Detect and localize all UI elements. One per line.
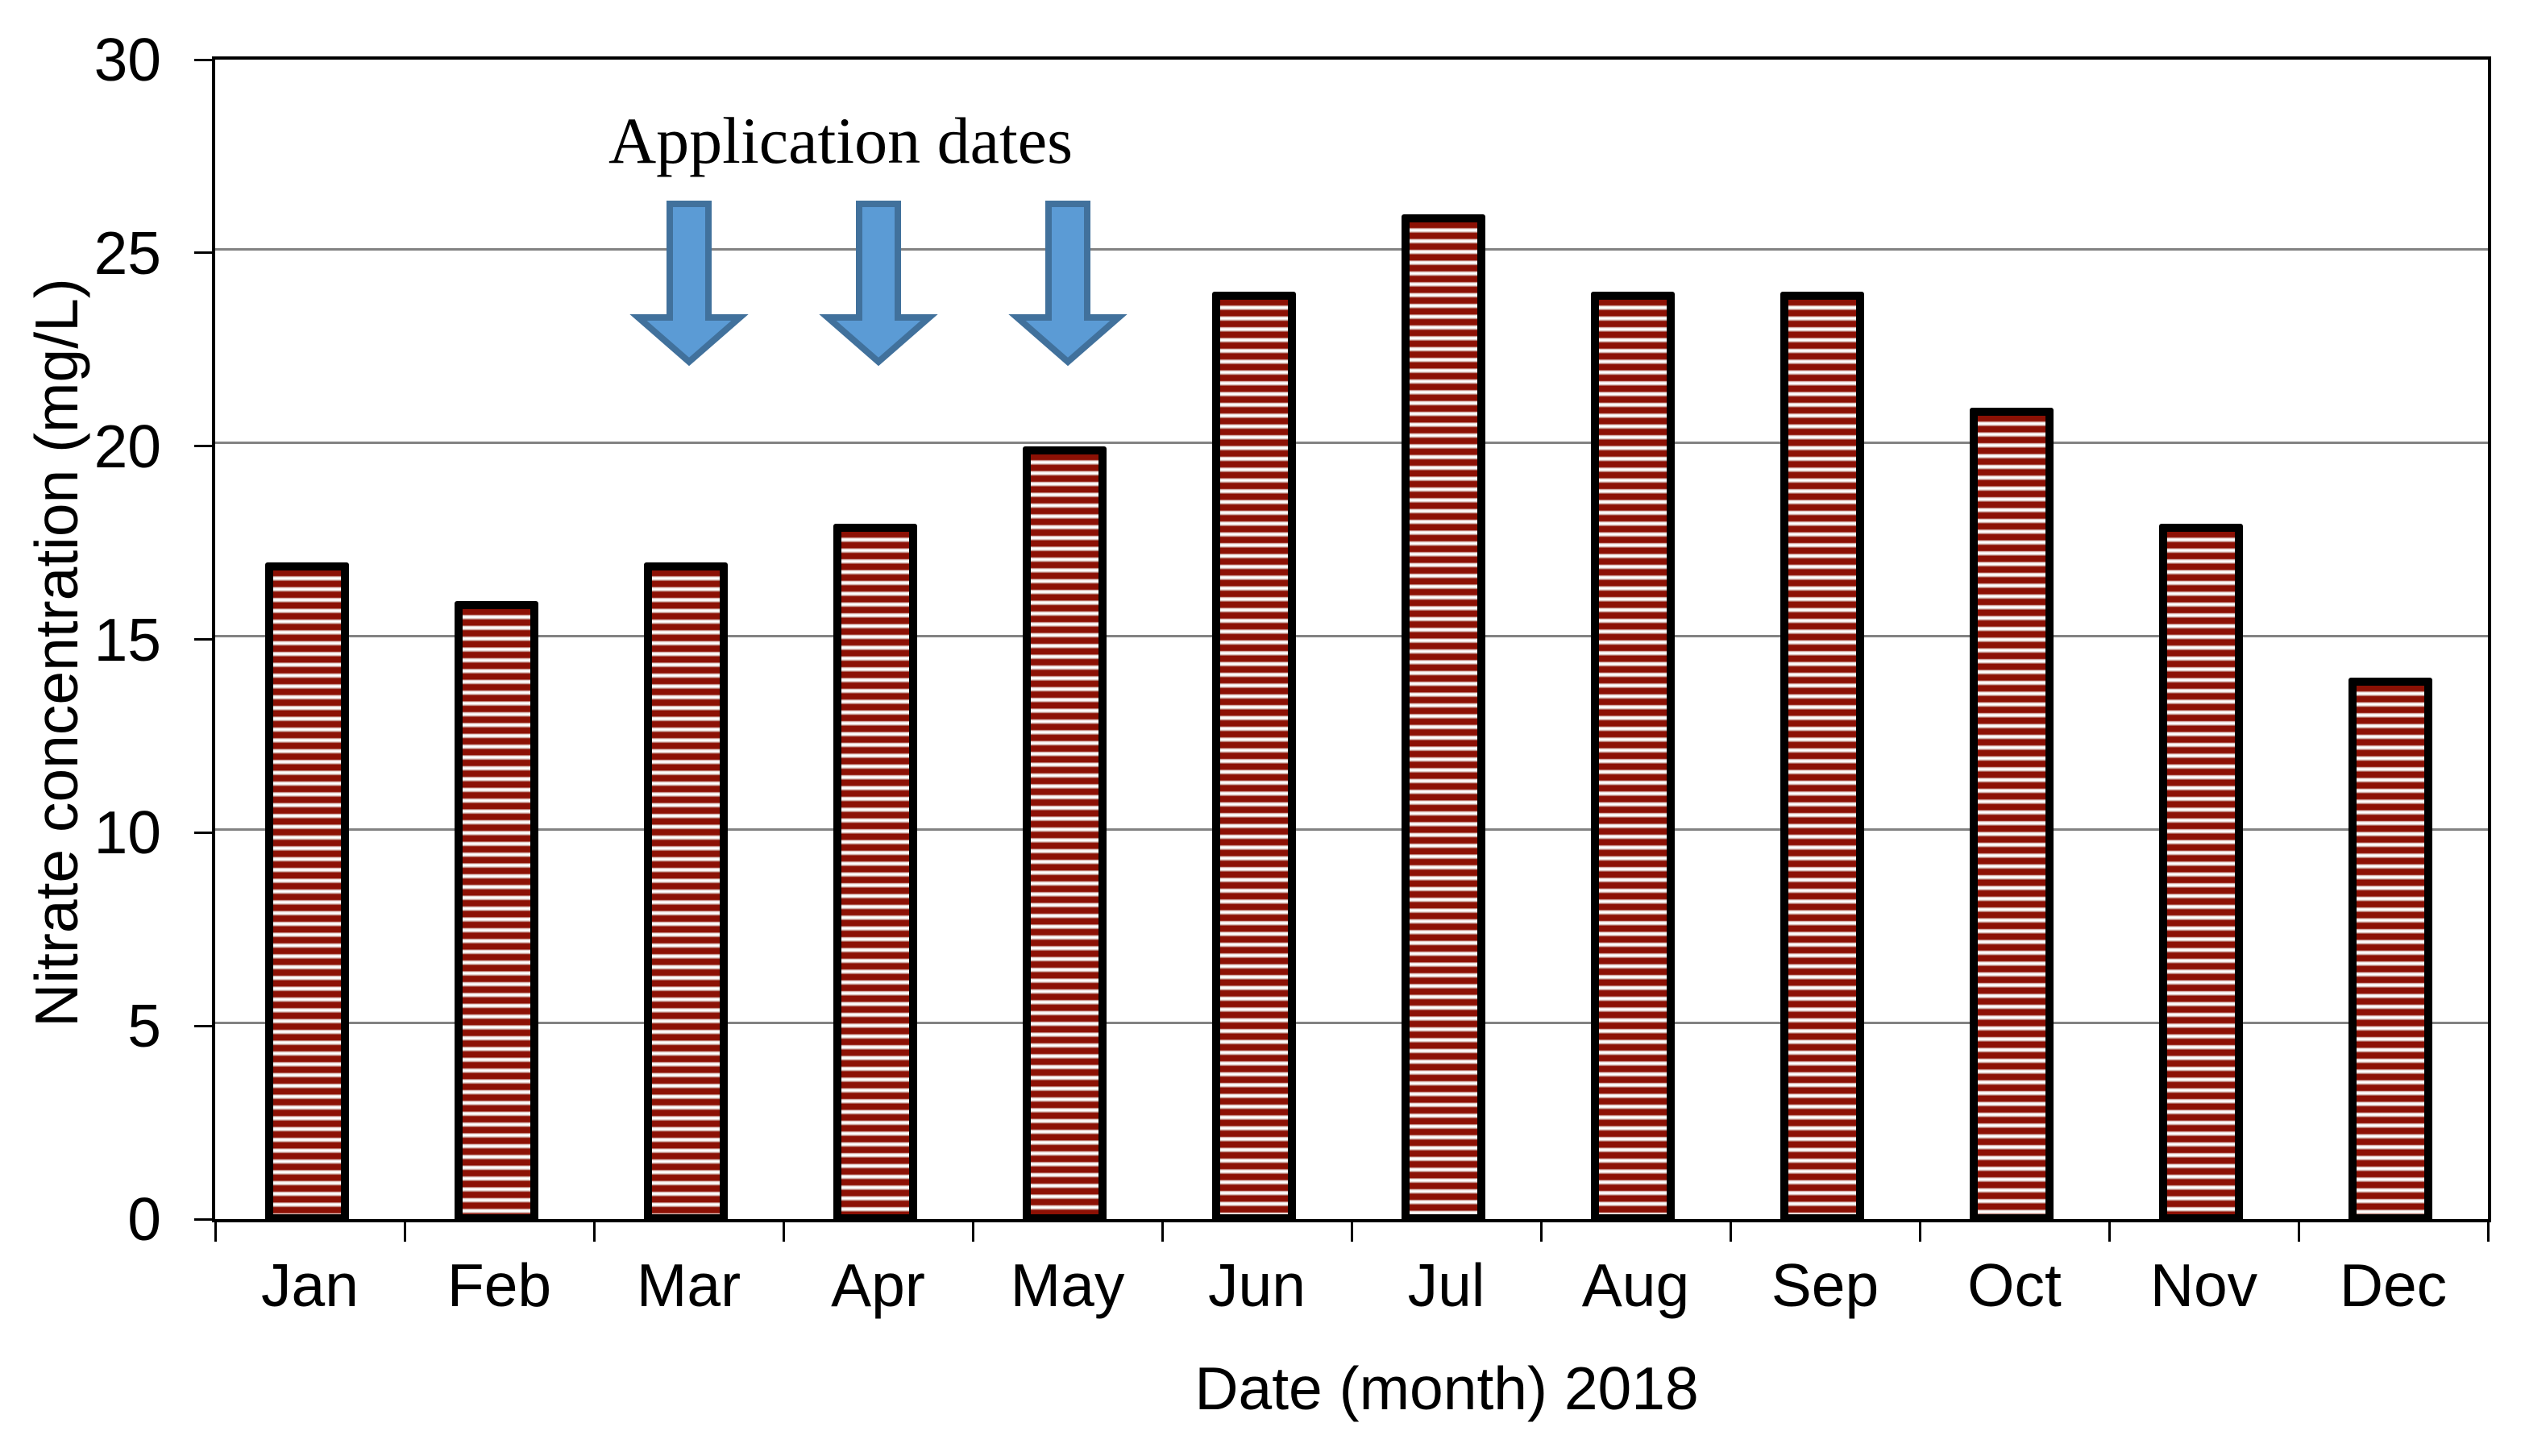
plot-area: [212, 56, 2491, 1222]
x-tick-label-mar: Mar: [636, 1251, 741, 1319]
x-axis-tick: [214, 1222, 217, 1242]
x-axis-tick: [2297, 1222, 2300, 1242]
bar-may: [1023, 446, 1107, 1222]
down-arrow-icon: [818, 201, 938, 367]
x-axis-tick: [592, 1222, 596, 1242]
x-tick-label-jan: Jan: [261, 1251, 359, 1319]
x-axis-tick: [971, 1222, 974, 1242]
x-axis-tick: [403, 1222, 406, 1242]
down-arrow-icon: [629, 201, 749, 367]
x-axis-tick: [2108, 1222, 2111, 1242]
x-axis-tick: [1729, 1222, 1732, 1242]
y-axis-tick: [194, 831, 214, 834]
x-tick-label-feb: Feb: [446, 1251, 552, 1319]
bar-oct: [1970, 408, 2054, 1222]
y-tick-label: 15: [93, 605, 161, 674]
gridline: [215, 1021, 2488, 1024]
bar-mar: [644, 562, 728, 1222]
x-axis-title: Date (month) 2018: [1194, 1354, 1699, 1422]
x-tick-label-jun: Jun: [1208, 1251, 1306, 1319]
bar-jun: [1212, 292, 1296, 1222]
gridline: [215, 248, 2488, 251]
x-tick-label-aug: Aug: [1581, 1251, 1690, 1319]
x-tick-label-sep: Sep: [1771, 1251, 1879, 1319]
y-axis-tick: [194, 58, 214, 61]
y-tick-label: 0: [127, 1185, 161, 1253]
bar-aug: [1591, 292, 1675, 1222]
y-axis-tick: [194, 638, 214, 641]
gridline: [215, 635, 2488, 637]
bar-feb: [455, 601, 538, 1222]
x-axis-tick: [1539, 1222, 1543, 1242]
annotation-label: Application dates: [608, 104, 1074, 177]
y-tick-label: 20: [93, 412, 161, 480]
bar-jul: [1402, 214, 1485, 1222]
y-axis-tick: [194, 251, 214, 255]
x-tick-label-oct: Oct: [1967, 1251, 2062, 1319]
gridline: [215, 828, 2488, 831]
bar-nov: [2159, 524, 2243, 1222]
x-axis-tick: [1161, 1222, 1164, 1242]
down-arrow-icon: [1007, 201, 1128, 367]
gridline: [215, 442, 2488, 445]
y-tick-label: 30: [93, 26, 161, 93]
bar-dec: [2348, 678, 2432, 1222]
x-tick-label-jul: Jul: [1407, 1251, 1485, 1319]
bar-sep: [1780, 292, 1864, 1222]
y-tick-label: 10: [93, 799, 161, 867]
x-axis-tick: [782, 1222, 785, 1242]
y-axis-tick: [194, 1217, 214, 1221]
bar-jan: [265, 562, 349, 1222]
x-tick-label-dec: Dec: [2339, 1251, 2448, 1319]
x-tick-label-may: May: [1010, 1251, 1125, 1319]
x-tick-label-apr: Apr: [831, 1251, 925, 1319]
y-tick-label: 5: [127, 992, 161, 1060]
y-axis-tick: [194, 445, 214, 448]
x-axis-tick: [2486, 1222, 2490, 1242]
x-axis-tick: [1350, 1222, 1353, 1242]
x-axis-tick: [1918, 1222, 1921, 1242]
bar-apr: [833, 524, 917, 1222]
y-tick-label: 25: [93, 218, 161, 287]
y-axis-tick: [194, 1024, 214, 1027]
x-tick-label-nov: Nov: [2149, 1251, 2258, 1319]
